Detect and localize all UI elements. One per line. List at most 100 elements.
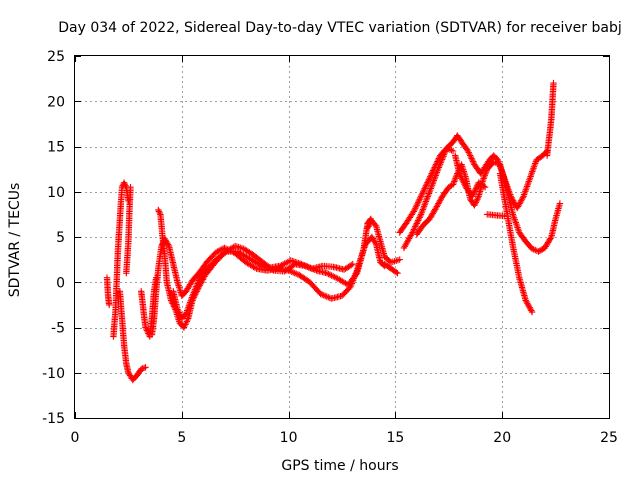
data-point-marker [421,185,428,192]
data-point-marker [393,269,400,276]
data-point-marker [423,181,430,188]
data-point-marker [396,256,403,263]
data-series-trace-8 [170,248,356,322]
data-point-marker [417,212,424,220]
data-point-marker [298,260,305,268]
data-point-marker [175,307,182,315]
y-tick-label: 10 [47,185,65,201]
data-point-marker [189,292,196,299]
data-point-marker [127,184,134,191]
data-point-marker [359,249,366,256]
data-point-marker [420,187,428,194]
data-point-marker [416,214,423,221]
data-point-marker [412,221,420,229]
x-tick-label: 20 [493,430,511,446]
x-tick-labels: 0 5 10 15 20 25 [71,430,618,446]
data-point-marker [174,279,181,286]
data-point-marker [304,263,311,270]
data-point-marker [417,193,425,200]
data-point-marker [167,297,175,304]
data-point-marker [471,200,479,207]
data-point-marker [158,242,165,250]
y-axis-label: SDTVAR / TECUs [7,183,23,298]
data-point-marker [412,205,419,212]
data-point-marker [191,288,198,295]
data-point-marker [466,150,473,158]
data-series-trace-15 [484,211,508,220]
data-point-marker [471,187,479,194]
data-point-marker [294,271,301,278]
data-point-marker [193,283,200,290]
data-point-marker [218,246,225,253]
x-tick-label: 0 [71,430,80,446]
data-point-marker [138,365,145,373]
data-points [103,79,564,384]
data-point-marker [192,284,199,292]
data-point-marker [174,306,181,313]
data-point-marker [394,270,401,277]
data-point-marker [459,178,467,185]
data-point-marker [469,191,477,198]
data-point-marker [291,269,298,277]
data-point-marker [319,291,326,298]
data-point-marker [422,182,430,189]
data-point-marker [320,292,327,299]
data-point-marker [472,185,480,192]
data-point-marker [469,158,477,165]
y-tick-labels: -15 -10 -5 0 5 10 15 20 25 [42,49,65,427]
data-point-marker [412,203,420,210]
data-point-marker [464,147,472,155]
data-point-marker [143,325,150,333]
data-point-marker [181,322,188,330]
data-point-marker [465,149,472,156]
data-point-marker [158,241,166,248]
data-point-marker [180,324,188,331]
data-point-marker [168,298,175,306]
data-point-marker [472,199,480,206]
data-point-marker [326,271,334,278]
data-point-marker [183,318,190,325]
data-point-marker [471,188,478,195]
data-series-trace-12 [400,132,551,252]
data-point-marker [480,175,487,182]
data-point-marker [474,194,482,201]
data-point-marker [481,184,489,191]
data-point-marker [288,268,295,275]
data-point-marker [519,194,526,201]
data-point-marker [469,193,476,200]
data-point-marker [156,209,163,217]
y-tick-label: 5 [56,230,65,246]
x-tick-label: 10 [280,430,298,446]
data-point-marker [302,262,310,270]
data-point-marker [121,181,128,188]
data-point-marker [212,249,220,256]
data-point-marker [372,239,379,246]
data-point-marker [474,196,481,203]
data-point-marker [469,156,476,164]
data-point-marker [106,301,113,309]
data-point-marker [331,273,338,281]
data-series-trace-2 [110,179,132,340]
data-point-marker [301,262,308,269]
data-point-marker [289,257,296,265]
x-tick-label: 15 [386,430,404,446]
data-point-marker [349,260,356,268]
data-point-marker [413,202,420,209]
y-tick-label: -15 [42,411,65,427]
data-series-trace-7 [148,233,388,338]
data-point-marker [481,172,488,179]
data-point-marker [120,179,128,186]
chart-title: Day 034 of 2022, Sidereal Day-to-day VTE… [58,20,621,36]
data-point-marker [417,194,424,201]
data-point-marker [415,199,422,206]
data-point-marker [215,247,222,255]
data-point-marker [176,310,183,318]
data-point-marker [413,220,420,227]
data-point-marker [459,176,466,183]
data-point-marker [449,181,457,188]
data-point-marker [528,308,536,316]
data-point-marker [556,200,564,207]
data-series-trace-1 [103,274,113,309]
data-series-trace-4 [123,184,134,277]
